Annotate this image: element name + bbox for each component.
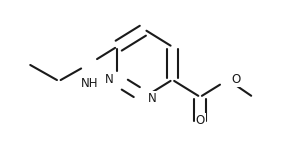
Text: N: N: [148, 92, 156, 105]
Text: NH: NH: [80, 77, 98, 90]
Text: O: O: [231, 73, 240, 86]
Text: O: O: [195, 114, 205, 127]
Text: N: N: [105, 73, 114, 86]
